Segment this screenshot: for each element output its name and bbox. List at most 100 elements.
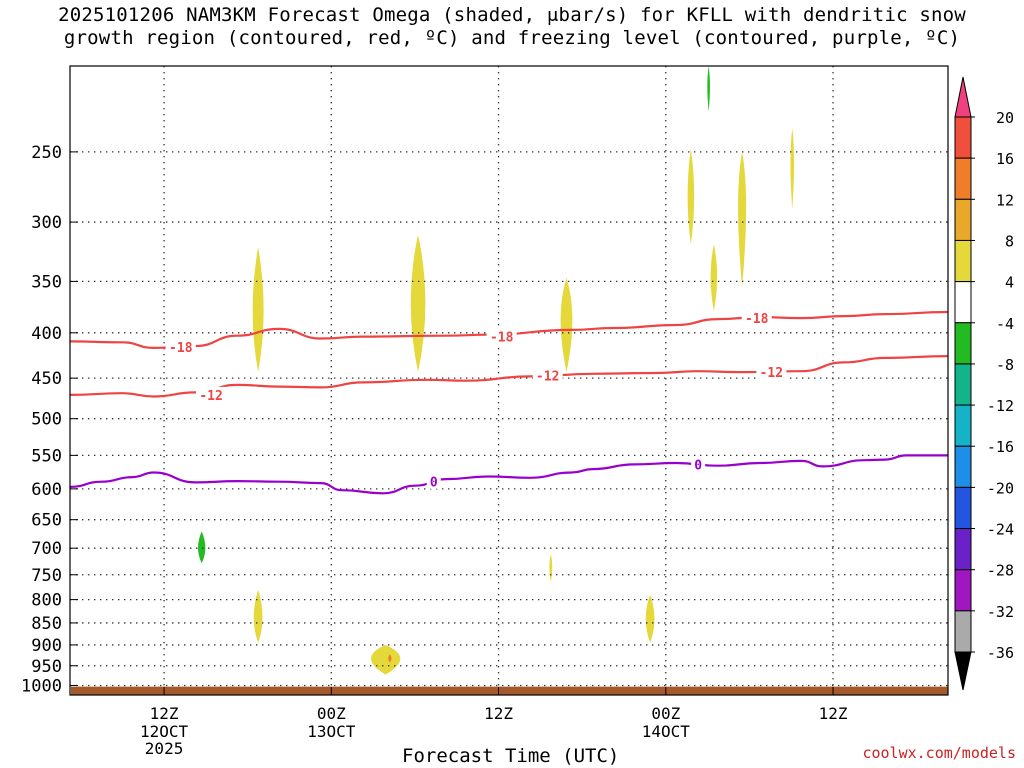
omega-shade-5 — [738, 151, 747, 287]
colorbar-label-1: 16 — [996, 150, 1014, 168]
y-tick-label-1000: 1000 — [21, 676, 62, 696]
contour-label-3: -12 — [199, 389, 222, 404]
colorbar-label-9: -20 — [987, 479, 1014, 497]
x-tick-label-9: 12Z — [150, 704, 179, 723]
contour-label-bg-5 — [756, 364, 787, 380]
y-tick-label-500: 500 — [31, 410, 62, 430]
colorbar-segment-0 — [954, 116, 972, 159]
omega-shade-1 — [410, 234, 426, 373]
colorbar-segment-2 — [954, 198, 972, 241]
plot-frame — [69, 65, 949, 696]
y-tick-label-250: 250 — [31, 143, 62, 163]
y-tick-label-850: 850 — [31, 614, 62, 634]
colorbar-segment-4 — [954, 281, 972, 324]
contour-label-bg-2 — [741, 310, 772, 326]
contour-label-2: -18 — [745, 312, 769, 327]
colorbar-segment-6 — [954, 363, 972, 406]
ground-layer — [71, 686, 948, 695]
site-credit[interactable]: coolwx.com/models — [862, 744, 1016, 762]
y-tick-label-450: 450 — [31, 369, 62, 389]
y-tick-label-550: 550 — [31, 446, 62, 466]
colorbar-label-6: -8 — [996, 356, 1014, 374]
colorbar-segment-8 — [954, 445, 972, 488]
omega-shade-3 — [687, 148, 695, 245]
temperature-contours: -18 -18 -18 -12 -12 -12 0 0 — [69, 310, 949, 495]
colorbar-label-11: -28 — [987, 562, 1014, 580]
colorbar-label-2: 12 — [996, 191, 1014, 209]
y-axis: 2503003504004505005506006507007508008509… — [21, 143, 78, 696]
chart-title: 2025101206 NAM3KM Forecast Omega (shaded… — [0, 4, 1024, 50]
omega-shade-4 — [710, 244, 718, 312]
contour-label-bg-6 — [426, 473, 441, 489]
contour-label-7: 0 — [694, 458, 702, 473]
colorbar-label-7: -12 — [987, 397, 1014, 415]
ground-fill — [71, 686, 948, 695]
colorbar-segment-3 — [954, 239, 972, 283]
omega-shade-11 — [388, 654, 392, 663]
y-tick-label-650: 650 — [31, 511, 62, 531]
omega-shading-layer — [198, 66, 795, 675]
colorbar: 20 16 12 8 4 -4 -8 -12 -16 -20 -24 -28 -32 -36 — [954, 76, 1014, 691]
colorbar-segment-12 — [954, 610, 972, 653]
contour-label-bg-1 — [486, 328, 517, 344]
dotted-gridlines — [70, 66, 948, 695]
omega-shade-13 — [707, 66, 710, 112]
chart-title-line-1: 2025101206 NAM3KM Forecast Omega (shaded… — [58, 4, 966, 26]
contour-line-2 — [69, 454, 948, 495]
chart-title-line-2: growth region (contoured, red, ºC) and f… — [63, 27, 961, 49]
contour-line-1 — [69, 355, 949, 398]
contour-label-bg-3 — [196, 386, 227, 402]
omega-shade-10 — [371, 644, 401, 675]
x-axis-title: Forecast Time (UTC) — [402, 745, 620, 767]
colorbar-label-4: 4 — [1005, 274, 1014, 292]
colorbar-label-3: 8 — [1005, 232, 1014, 250]
x-tick-label-73: 12Z — [819, 704, 848, 723]
omega-shade-7 — [253, 589, 263, 643]
y-tick-label-600: 600 — [31, 480, 62, 500]
colorbar-label-8: -16 — [987, 438, 1014, 456]
colorbar-segment-10 — [954, 528, 972, 571]
colorbar-triangle-top — [954, 76, 972, 118]
contour-label-6: 0 — [430, 476, 438, 491]
y-tick-label-400: 400 — [31, 324, 62, 344]
y-tick-label-800: 800 — [31, 591, 62, 611]
contour-label-5: -12 — [760, 366, 783, 381]
omega-shade-0 — [252, 246, 264, 373]
colorbar-label-13: -36 — [987, 644, 1014, 662]
colorbar-label-12: -32 — [987, 603, 1014, 621]
omega-shade-8 — [549, 553, 553, 583]
contour-label-0: -18 — [169, 341, 193, 356]
contour-label-bg-0 — [165, 338, 196, 354]
colorbar-segment-5 — [954, 322, 972, 365]
y-tick-label-300: 300 — [31, 213, 62, 233]
x-tick-date-57: 14OCT — [642, 722, 691, 741]
colorbar-triangle-bottom — [954, 651, 972, 691]
y-tick-label-750: 750 — [31, 566, 62, 586]
x-tick-label-41: 12Z — [484, 704, 513, 723]
x-tick-date-9: 12OCT — [140, 722, 189, 741]
x-tick-label-57: 00Z — [651, 704, 680, 723]
colorbar-segment-1 — [954, 157, 972, 200]
y-tick-label-900: 900 — [31, 636, 62, 656]
y-tick-label-950: 950 — [31, 657, 62, 677]
y-tick-label-700: 700 — [31, 539, 62, 559]
omega-shade-12 — [198, 531, 206, 564]
omega-shade-2 — [560, 278, 573, 373]
x-tick-label-25: 00Z — [317, 704, 346, 723]
colorbar-label-5: -4 — [996, 315, 1014, 333]
omega-shade-6 — [790, 128, 795, 210]
colorbar-segment-9 — [954, 486, 972, 530]
omega-shade-9 — [645, 594, 655, 643]
contour-label-1: -18 — [490, 331, 514, 346]
x-tick-year-9: 2025 — [145, 739, 184, 758]
contour-label-bg-4 — [532, 367, 563, 383]
colorbar-label-0: 20 — [996, 109, 1014, 127]
contour-label-bg-7 — [691, 456, 706, 472]
colorbar-segment-7 — [954, 404, 972, 447]
y-tick-label-350: 350 — [31, 272, 62, 292]
x-tick-date-25: 13OCT — [307, 722, 356, 741]
contour-label-4: -12 — [536, 370, 559, 385]
colorbar-segment-11 — [954, 569, 972, 612]
